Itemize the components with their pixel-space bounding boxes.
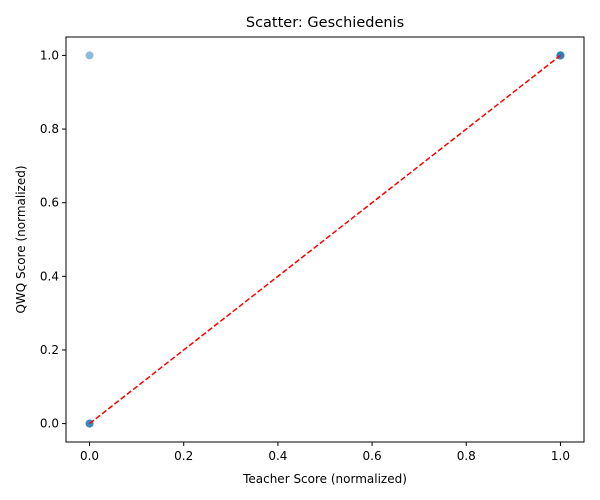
y-tick-label: 0.2 xyxy=(40,343,59,357)
y-tick-label: 0.4 xyxy=(40,269,59,283)
chart-title: Scatter: Geschiedenis xyxy=(246,15,404,31)
x-tick-label: 1.0 xyxy=(551,449,570,463)
x-tick-label: 0.8 xyxy=(457,449,476,463)
y-tick-label: 0.0 xyxy=(40,417,59,431)
y-axis-label: QWQ Score (normalized) xyxy=(14,165,28,313)
x-tick-label: 0.2 xyxy=(174,449,193,463)
y-tick-label: 0.8 xyxy=(40,122,59,136)
x-axis-label: Teacher Score (normalized) xyxy=(242,472,407,486)
data-point xyxy=(85,51,94,60)
plot-area xyxy=(85,51,565,428)
reference-line xyxy=(89,54,561,425)
x-tick-label: 0.4 xyxy=(268,449,287,463)
axis-ticks: 0.0 0.2 0.4 0.6 0.8 1.0 0.0 0.2 0.4 0.6 0.8 1.0 xyxy=(40,48,570,463)
y-tick-label: 0.6 xyxy=(40,196,59,210)
x-tick-label: 0.6 xyxy=(363,449,382,463)
plot-frame xyxy=(65,36,585,443)
y-tick-label: 1.0 xyxy=(40,48,59,62)
x-tick-label: 0.0 xyxy=(80,449,99,463)
